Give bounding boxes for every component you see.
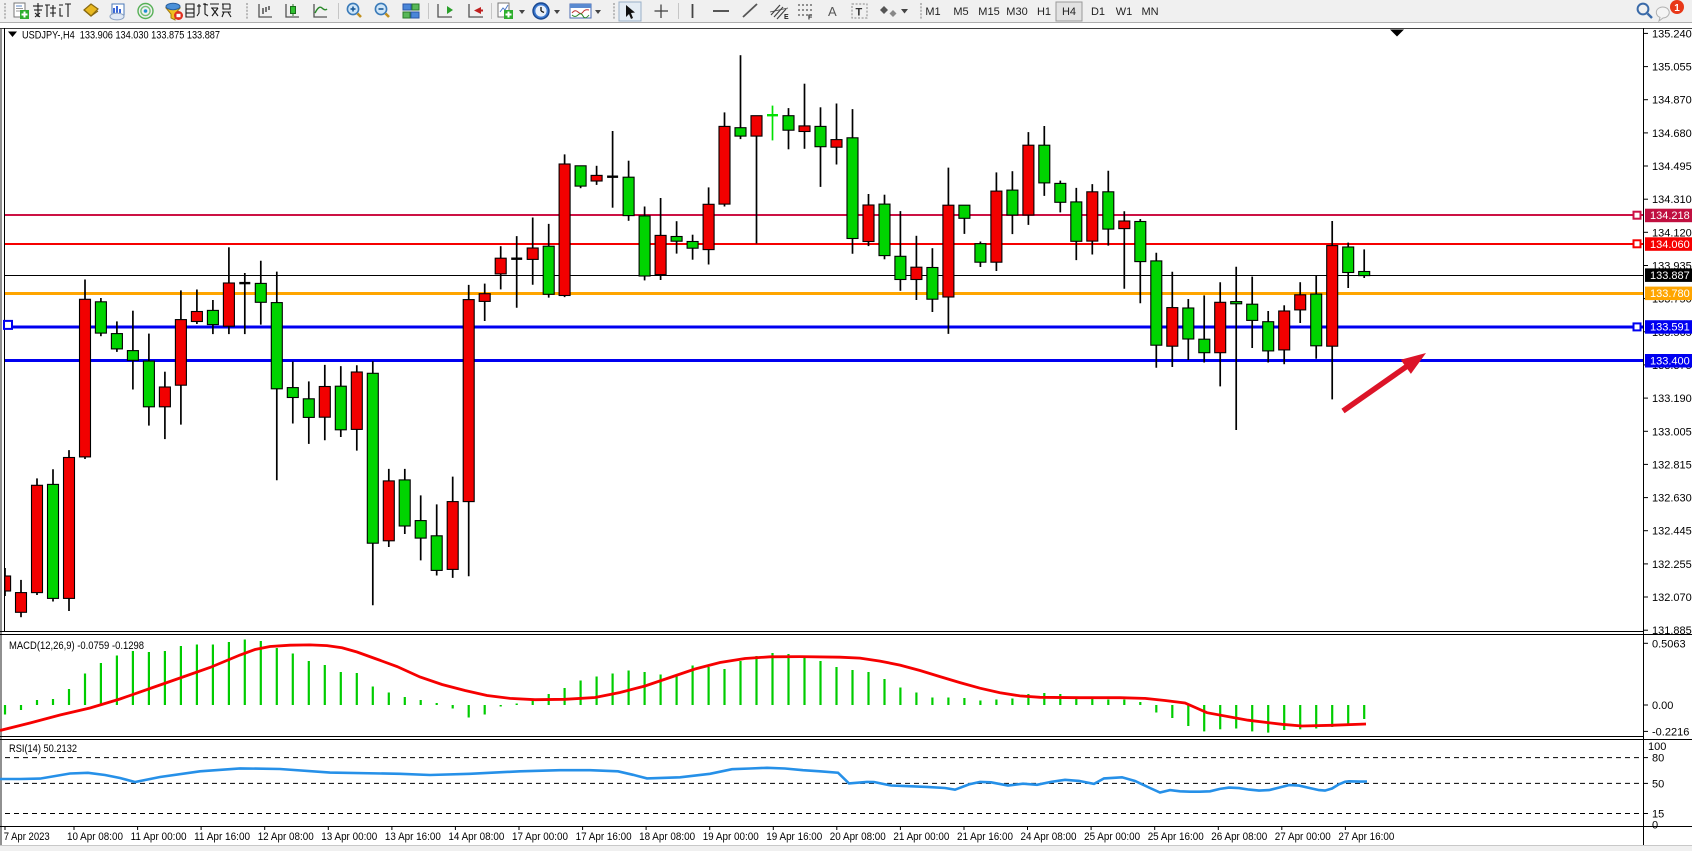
svg-text:133.190: 133.190 (1652, 393, 1692, 405)
svg-text:25 Apr 16:00: 25 Apr 16:00 (1148, 831, 1204, 843)
svg-text:M30: M30 (1006, 6, 1027, 18)
svg-text:7 Apr 2023: 7 Apr 2023 (4, 831, 50, 843)
svg-text:13 Apr 00:00: 13 Apr 00:00 (321, 831, 377, 843)
svg-text:11 Apr 00:00: 11 Apr 00:00 (131, 831, 187, 843)
svg-text:134.495: 134.495 (1652, 161, 1692, 173)
svg-text:132.255: 132.255 (1652, 559, 1692, 571)
svg-text:20 Apr 08:00: 20 Apr 08:00 (830, 831, 886, 843)
svg-text:E: E (784, 14, 789, 21)
svg-text:134.120: 134.120 (1652, 227, 1692, 239)
svg-text:MACD(12,26,9) -0.0759 -0.1298: MACD(12,26,9) -0.0759 -0.1298 (9, 640, 144, 652)
svg-text:80: 80 (1652, 753, 1664, 765)
svg-text:133.887: 133.887 (1650, 270, 1690, 282)
svg-text:132.815: 132.815 (1652, 459, 1692, 471)
svg-text:H1: H1 (1037, 6, 1051, 18)
svg-text:17 Apr 16:00: 17 Apr 16:00 (576, 831, 632, 843)
svg-text:F: F (808, 15, 813, 22)
svg-text:11 Apr 16:00: 11 Apr 16:00 (194, 831, 250, 843)
svg-text:134.310: 134.310 (1652, 194, 1692, 206)
svg-text:27 Apr 16:00: 27 Apr 16:00 (1338, 831, 1394, 843)
svg-text:135.240: 135.240 (1652, 28, 1692, 40)
svg-text:18 Apr 08:00: 18 Apr 08:00 (639, 831, 695, 843)
svg-text:132.630: 132.630 (1652, 493, 1692, 505)
svg-text:USDJPY-,H4 133.906 134.030 13: USDJPY-,H4 133.906 134.030 133.875 133.8… (22, 30, 220, 42)
svg-text:134.680: 134.680 (1652, 128, 1692, 140)
svg-text:132.445: 132.445 (1652, 526, 1692, 538)
svg-text:134.060: 134.060 (1650, 239, 1690, 251)
svg-text:131.885: 131.885 (1652, 625, 1692, 637)
svg-text:1: 1 (1674, 3, 1680, 14)
svg-text:14 Apr 08:00: 14 Apr 08:00 (448, 831, 504, 843)
svg-text:10 Apr 08:00: 10 Apr 08:00 (67, 831, 123, 843)
svg-text:132.070: 132.070 (1652, 592, 1692, 604)
svg-text:25 Apr 00:00: 25 Apr 00:00 (1084, 831, 1140, 843)
svg-text:27 Apr 00:00: 27 Apr 00:00 (1275, 831, 1331, 843)
svg-text:21 Apr 16:00: 21 Apr 16:00 (957, 831, 1013, 843)
svg-text:134.870: 134.870 (1652, 95, 1692, 107)
svg-text:19 Apr 00:00: 19 Apr 00:00 (703, 831, 759, 843)
svg-text:26 Apr 08:00: 26 Apr 08:00 (1211, 831, 1267, 843)
svg-text:M5: M5 (953, 6, 968, 18)
svg-text:MN: MN (1141, 6, 1158, 18)
svg-text:W1: W1 (1116, 6, 1133, 18)
svg-text:12 Apr 08:00: 12 Apr 08:00 (258, 831, 314, 843)
svg-text:24 Apr 08:00: 24 Apr 08:00 (1021, 831, 1077, 843)
svg-text:D1: D1 (1091, 6, 1105, 18)
svg-text:13 Apr 16:00: 13 Apr 16:00 (385, 831, 441, 843)
svg-text:135.055: 135.055 (1652, 62, 1692, 74)
svg-text:133.780: 133.780 (1650, 288, 1690, 300)
svg-text:M15: M15 (978, 6, 999, 18)
svg-text:100: 100 (1648, 741, 1666, 753)
svg-text:133.005: 133.005 (1652, 426, 1692, 438)
svg-text:RSI(14) 50.2132: RSI(14) 50.2132 (9, 743, 77, 755)
svg-text:19 Apr 16:00: 19 Apr 16:00 (766, 831, 822, 843)
svg-text:T: T (856, 7, 863, 19)
svg-text:133.400: 133.400 (1650, 356, 1690, 368)
svg-text:15: 15 (1652, 809, 1664, 821)
svg-text:H4: H4 (1062, 6, 1076, 18)
svg-text:21 Apr 00:00: 21 Apr 00:00 (893, 831, 949, 843)
svg-text:0: 0 (1652, 820, 1658, 832)
svg-text:0.5063: 0.5063 (1652, 638, 1686, 650)
svg-text:133.591: 133.591 (1650, 322, 1690, 334)
svg-text:50: 50 (1652, 778, 1664, 790)
svg-text:A: A (828, 4, 837, 19)
svg-text:0.00: 0.00 (1652, 700, 1673, 712)
svg-text:134.218: 134.218 (1650, 210, 1690, 222)
svg-text:17 Apr 00:00: 17 Apr 00:00 (512, 831, 568, 843)
svg-text:M1: M1 (925, 6, 940, 18)
svg-text:-0.2216: -0.2216 (1652, 726, 1689, 738)
